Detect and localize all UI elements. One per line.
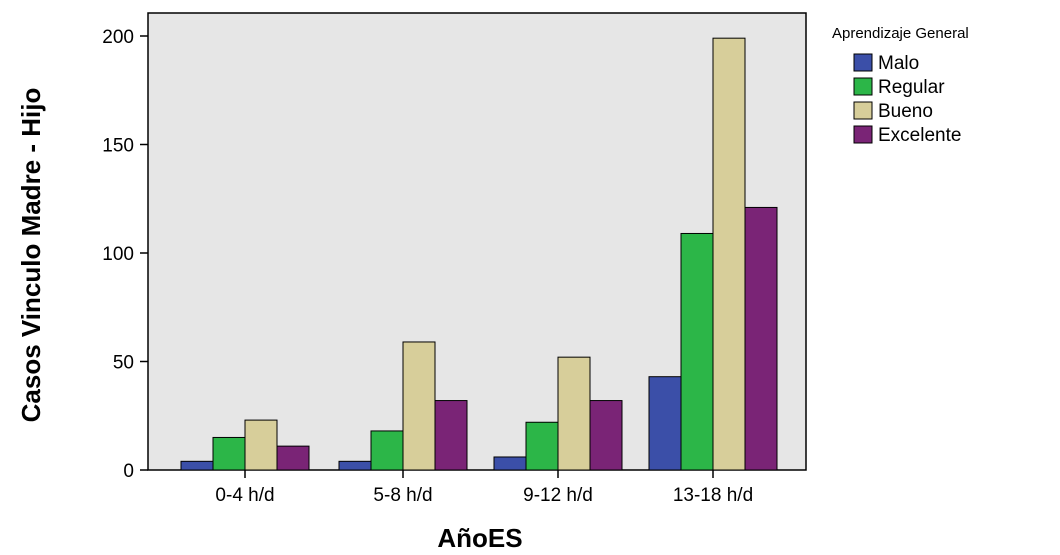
y-tick-label-200: 200 [102, 27, 134, 48]
bar-regular-1 [212, 436, 246, 471]
y-tick-label-50: 50 [113, 353, 134, 374]
bar-bueno-1 [244, 419, 278, 471]
bar-malo-2 [338, 460, 372, 471]
y-tick-label-0: 0 [123, 461, 134, 482]
legend-title: Aprendizaje General [832, 25, 969, 42]
x-axis: 0-4 h/d 5-8 h/d 9-12 h/d 13-18 h/d [215, 470, 753, 506]
bar-malo-3 [493, 456, 527, 471]
bar-regular-3 [525, 421, 559, 471]
legend-swatch-regular [853, 77, 873, 96]
legend-label-regular: Regular [878, 77, 945, 98]
bar-excelente-4 [744, 206, 778, 471]
bar-excelente-1 [276, 445, 310, 471]
legend-label-malo: Malo [878, 53, 919, 74]
legend-swatch-bueno [853, 101, 873, 120]
bar-bueno-2 [402, 341, 436, 471]
bar-excelente-3 [589, 400, 623, 471]
y-axis-title: Casos Vinculo Madre - Hijo [16, 88, 46, 423]
bar-malo-4 [648, 376, 682, 471]
legend-label-bueno: Bueno [878, 101, 933, 122]
bar-malo-1 [180, 460, 214, 471]
bars [180, 37, 778, 471]
bar-regular-2 [370, 430, 404, 471]
bar-excelente-2 [434, 400, 468, 471]
y-tick-label-150: 150 [102, 136, 134, 157]
x-tick-label-3: 9-12 h/d [523, 485, 593, 506]
bar-bueno-3 [557, 356, 591, 471]
legend-swatch-excelente [853, 125, 873, 144]
bar-bueno-4 [712, 37, 746, 471]
x-tick-label-4: 13-18 h/d [673, 485, 753, 506]
y-axis: 0 50 100 150 200 [102, 27, 148, 482]
legend: Aprendizaje General Malo Regular Bueno Exce… [832, 25, 969, 146]
legend-swatch-malo [853, 53, 873, 72]
x-tick-label-1: 0-4 h/d [215, 485, 274, 506]
legend-label-excelente: Excelente [878, 125, 961, 146]
bar-regular-4 [680, 232, 714, 471]
x-tick-label-2: 5-8 h/d [373, 485, 432, 506]
y-tick-label-100: 100 [102, 244, 134, 265]
x-axis-title: AñoES [437, 523, 522, 550]
